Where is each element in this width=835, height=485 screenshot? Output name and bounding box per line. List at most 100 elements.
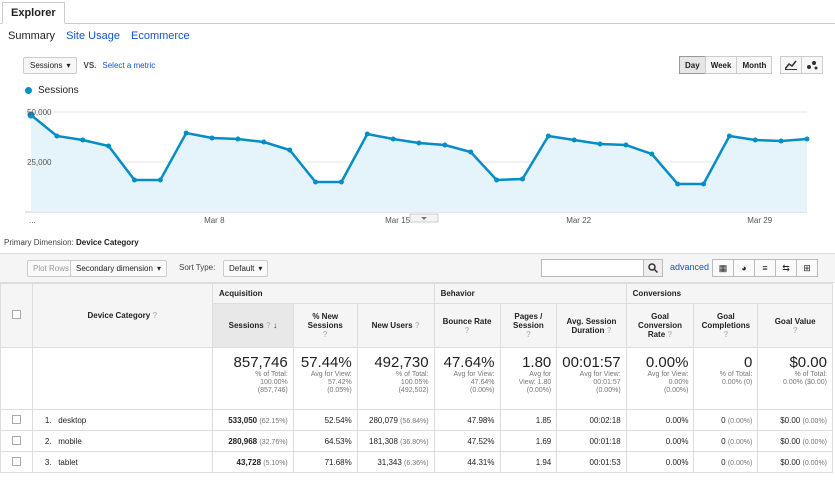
secondary-dimension-dropdown[interactable]: Secondary dimension ▾ <box>70 260 167 277</box>
sessions-point <box>571 137 577 143</box>
table-view-icon[interactable]: ▦ <box>712 259 734 277</box>
tab-explorer[interactable]: Explorer <box>2 2 65 24</box>
device-cell: 2. mobile <box>31 430 213 452</box>
help-icon[interactable]: ? <box>606 325 612 335</box>
totals-empty-cell <box>0 347 33 410</box>
primary-dimension-value[interactable]: Device Category <box>76 238 139 247</box>
bounce-cell: 47.98% <box>433 409 501 431</box>
totals-sub: (0.00%) <box>469 387 495 394</box>
totals-duration: 00:01:57 Avg for View: 00:01:57 (0.00%) <box>556 347 627 410</box>
help-icon[interactable]: ? <box>414 321 420 330</box>
help-icon[interactable]: ? <box>667 330 673 339</box>
plot-rows-button[interactable]: Plot Rows <box>27 260 76 277</box>
pie-view-icon[interactable]: ◕ <box>733 259 755 277</box>
device-cell: 3. tablet <box>31 451 213 473</box>
help-icon[interactable]: ? <box>792 325 798 335</box>
header-new-users[interactable]: New Users ? <box>356 303 435 348</box>
gc-cell: 0 (0.00%) <box>693 451 759 473</box>
sessions-point <box>287 147 293 153</box>
header-device-category[interactable]: Device Category ? <box>31 283 213 348</box>
subtab-site-usage[interactable]: Site Usage <box>66 30 120 42</box>
gc-pct: (0.00%) <box>727 459 753 467</box>
row-checkbox-cell[interactable] <box>0 409 33 431</box>
device-link[interactable]: tablet <box>58 457 78 467</box>
totals-row: 857,746% of Total: 100.00% (857,746) 57.44… <box>0 347 833 410</box>
header-avg-session-duration[interactable]: Avg. Session Duration ? <box>556 303 627 348</box>
help-icon[interactable]: ? <box>723 330 729 339</box>
select-all-checkbox[interactable] <box>11 310 21 319</box>
gc-pct: (0.00%) <box>727 417 753 425</box>
sessions-pct: (5.10%) <box>263 459 288 467</box>
advanced-filter-link[interactable]: advanced <box>670 262 710 272</box>
header-goal-value[interactable]: Goal Value? <box>757 303 833 348</box>
totals-sessions-value: 857,746 <box>233 354 288 371</box>
gv-cell: $0.00 (0.00%) <box>757 430 833 452</box>
chevron-down-icon: ▾ <box>66 61 71 70</box>
totals-sub: Avg for View: <box>647 371 689 378</box>
table-search-input[interactable] <box>541 259 644 277</box>
help-icon[interactable]: ? <box>464 325 470 335</box>
device-link[interactable]: desktop <box>58 415 87 425</box>
sessions-point <box>157 177 163 183</box>
primary-dimension: Primary Dimension: Device Category <box>4 238 139 247</box>
row-checkbox-cell[interactable] <box>0 430 33 452</box>
device-link[interactable]: mobile <box>58 436 82 446</box>
new-users-cell: 31,343 (6.36%) <box>356 451 435 473</box>
period-month-button[interactable]: Month <box>736 56 773 74</box>
header-sessions-label: Sessions <box>228 321 264 330</box>
row-checkbox[interactable] <box>11 435 21 445</box>
header-goal-conversion-rate[interactable]: Goal Conversion Rate ? <box>625 303 695 348</box>
sessions-chart[interactable]: 50,000 25,000... Mar 8 Mar 15 Mar 22 Mar 29 <box>25 100 815 225</box>
gv-pct: (0.00%) <box>802 417 827 425</box>
primary-dimension-label: Primary Dimension: <box>4 238 74 247</box>
period-week-button[interactable]: Week <box>704 56 738 74</box>
row-checkbox-cell[interactable] <box>0 451 33 473</box>
sessions-point <box>545 133 551 139</box>
header-sessions[interactable]: Sessions ? ↓ <box>211 303 294 348</box>
period-selector: Day Week Month <box>679 56 824 74</box>
totals-sub: % of Total: <box>794 371 827 378</box>
motion-chart-icon[interactable] <box>801 56 824 74</box>
sessions-pct: (32.76%) <box>259 438 288 446</box>
metric-dropdown[interactable]: Sessions ▾ <box>23 57 78 74</box>
header-pages-session[interactable]: Pages / Session? <box>499 303 558 348</box>
sort-type-dropdown[interactable]: Default ▾ <box>223 260 269 277</box>
chevron-down-icon <box>421 217 427 220</box>
header-goal-completions[interactable]: Goal Completions? <box>693 303 759 348</box>
header-bounce-rate-label: Bounce Rate <box>442 316 492 326</box>
line-chart-icon[interactable] <box>780 56 803 74</box>
performance-view-icon[interactable]: ≡ <box>754 259 776 277</box>
row-checkbox[interactable] <box>11 456 21 466</box>
totals-gcr: 0.00% Avg for View: 0.00% (0.00%) <box>625 347 695 410</box>
data-table: Device Category ? Acquisition Behavior C… <box>0 283 834 473</box>
subtab-summary[interactable]: Summary <box>8 30 56 42</box>
select-all-cell[interactable] <box>0 283 33 348</box>
comparison-view-icon[interactable]: ⇆ <box>775 259 797 277</box>
gv-value: $0.00 <box>780 415 801 425</box>
gc-cell: 0 (0.00%) <box>693 409 759 431</box>
subtab-ecommerce[interactable]: Ecommerce <box>131 30 190 42</box>
x-tick-label: Mar 15 <box>385 216 410 225</box>
header-avg-session-duration-label: Avg. Session Duration <box>566 316 617 335</box>
chart-legend: Sessions <box>25 85 79 96</box>
legend-dot <box>25 87 32 94</box>
help-icon[interactable]: ? <box>152 311 158 320</box>
header-bounce-rate[interactable]: Bounce Rate? <box>433 303 501 348</box>
totals-sub: % of Total: <box>255 371 288 378</box>
totals-pct-new: 57.44% Avg for View: 57.42% (0.05%) <box>292 347 358 410</box>
search-icon[interactable] <box>643 259 663 277</box>
pivot-view-icon[interactable]: ⊞ <box>796 259 818 277</box>
vs-label: VS. <box>83 61 97 70</box>
sort-type-value: Default <box>229 264 255 273</box>
period-day-button[interactable]: Day <box>679 56 706 74</box>
sessions-point <box>649 151 655 157</box>
help-icon[interactable]: ? <box>525 330 531 339</box>
totals-new-users: 492,730% of Total: 100.05% (492,502) <box>356 347 435 410</box>
sessions-point <box>597 141 603 147</box>
help-icon[interactable]: ? <box>266 321 271 330</box>
help-icon[interactable]: ? <box>322 330 328 339</box>
header-pct-new-sessions[interactable]: % New Sessions? <box>292 303 358 348</box>
y-tick-label: 50,000 <box>27 108 52 117</box>
select-metric-link[interactable]: Select a metric <box>102 61 156 70</box>
row-checkbox[interactable] <box>11 414 21 424</box>
